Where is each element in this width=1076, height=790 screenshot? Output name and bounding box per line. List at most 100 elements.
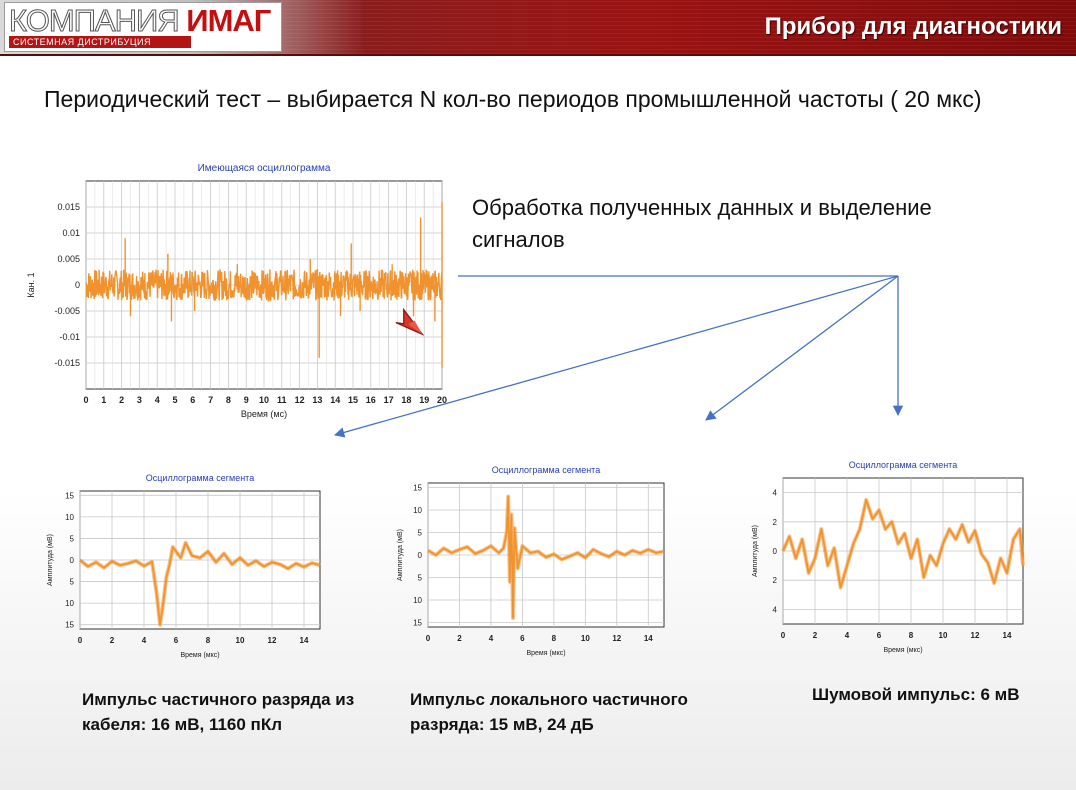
x-tick-label: 14 [644, 634, 653, 643]
x-tick-label: 14 [300, 636, 309, 645]
x-tick-label: 8 [206, 636, 211, 645]
x-tick-label: 11 [277, 395, 287, 405]
x-tick-label: 10 [939, 631, 948, 640]
segment-chart-3: Осциллограмма сегмента 0 2 4 6 8 10 12 14 4 2 0 2 4 Вр… [752, 460, 1025, 654]
x-tick-label: 19 [419, 395, 429, 405]
x-tick-label: 8 [552, 634, 557, 643]
x-tick-label: 12 [268, 636, 277, 645]
x-tick-label: 10 [581, 634, 590, 643]
caption-3: Шумовой импульс: 6 мВ [812, 685, 1020, 704]
y-tick-label: 5 [70, 534, 75, 543]
x-tick-label: 4 [845, 631, 850, 640]
x-tick-label: 16 [366, 395, 376, 405]
x-tick-label: 13 [312, 395, 322, 405]
caption-1: Импульс частичного разряда из кабеля: 16… [82, 690, 355, 734]
x-tick-label: 12 [971, 631, 980, 640]
y-tick-label: 2 [773, 576, 778, 585]
y-tick-label: 5 [70, 578, 75, 587]
y-tick-label: 0.005 [57, 254, 80, 264]
x-tick-label: 12 [295, 395, 305, 405]
x-tick-label: 10 [236, 636, 245, 645]
x-tick-label: 4 [155, 395, 160, 405]
y-tick-label: 15 [413, 619, 422, 628]
y-tick-label: 15 [413, 484, 422, 493]
y-axis-label: Амплитуда (мВ) [752, 525, 759, 577]
x-tick-label: 0 [426, 634, 431, 643]
y-axis-label: Амплитуда (мВ) [397, 529, 404, 581]
y-tick-label: 15 [65, 621, 74, 630]
chart-title: Осциллограмма сегмента [146, 473, 254, 483]
x-axis-label: Время (мкс) [180, 652, 219, 659]
x-tick-label: 1 [101, 395, 106, 405]
x-tick-label: 3 [137, 395, 142, 405]
y-tick-label: 5 [418, 529, 423, 538]
company-logo: КОМПАНИЯ ИМАГ СИСТЕМНАЯ ДИСТРИБУЦИЯ [4, 2, 282, 52]
x-tick-label: 18 [401, 395, 411, 405]
x-axis-label: Время (мкс) [883, 647, 922, 654]
x-tick-label: 5 [172, 395, 177, 405]
x-tick-label: 17 [384, 395, 394, 405]
x-tick-label: 6 [190, 395, 195, 405]
chart-title: Осциллограмма сегмента [492, 465, 600, 475]
x-tick-label: 4 [142, 636, 147, 645]
y-tick-label: 10 [65, 513, 74, 522]
x-axis-label: Время (мкс) [526, 650, 565, 657]
y-axis-label: Кан. 1 [26, 272, 36, 297]
x-tick-label: 0 [83, 395, 88, 405]
signal-trace [427, 495, 665, 619]
x-tick-label: 0 [78, 636, 83, 645]
x-tick-label: 10 [259, 395, 269, 405]
x-tick-label: 2 [119, 395, 124, 405]
caption-2: Импульс локального частичного разряда: 1… [410, 690, 688, 734]
y-tick-label: 10 [65, 599, 74, 608]
x-axis-label: Время (мс) [241, 409, 287, 419]
x-tick-label: 7 [208, 395, 213, 405]
y-tick-label: -0.015 [54, 358, 80, 368]
y-axis-label: Амплитуда (мВ) [47, 534, 54, 586]
x-tick-label: 9 [244, 395, 249, 405]
processing-text: Обработка полученных данных и выделение … [472, 195, 932, 252]
x-tick-label: 2 [110, 636, 115, 645]
y-tick-label: 0 [773, 547, 778, 556]
signal-trace [85, 268, 443, 303]
x-tick-label: 12 [612, 634, 621, 643]
y-tick-label: 0.01 [62, 228, 80, 238]
logo-word-1: КОМПАНИЯ [9, 3, 181, 39]
y-tick-label: 15 [65, 491, 74, 500]
x-tick-label: 15 [348, 395, 358, 405]
y-tick-label: 0 [75, 280, 80, 290]
logo-wordmark: КОМПАНИЯ ИМАГ [9, 3, 272, 39]
x-tick-label: 6 [877, 631, 882, 640]
y-tick-label: 4 [773, 489, 778, 498]
x-tick-label: 0 [781, 631, 786, 640]
x-tick-label: 6 [520, 634, 525, 643]
chart-title: Осциллограмма сегмента [849, 460, 957, 470]
segment-chart-2: Осциллограмма сегмента 0 2 4 6 8 10 12 14 15 10 5 0 5… [397, 465, 665, 657]
arrow-to-chart-1 [333, 275, 899, 438]
signal-trace [79, 541, 321, 626]
x-tick-label: 20 [437, 395, 447, 405]
x-tick-label: 14 [1003, 631, 1012, 640]
chart-title: Имеющаяся осциллограмма [198, 163, 331, 174]
y-tick-label: -0.005 [54, 306, 80, 316]
x-tick-label: 2 [813, 631, 818, 640]
y-tick-label: 0.015 [57, 202, 80, 212]
signal-trace [782, 499, 1024, 589]
y-tick-label: 10 [413, 596, 422, 605]
x-tick-label: 14 [330, 395, 340, 405]
cursor-pointer-icon-highlight [408, 320, 423, 335]
y-tick-label: 0 [418, 551, 423, 560]
slide-header: КОМПАНИЯ ИМАГ СИСТЕМНАЯ ДИСТРИБУЦИЯ Приб… [0, 0, 1076, 56]
x-tick-label: 8 [226, 395, 231, 405]
y-tick-label: 5 [418, 574, 423, 583]
x-tick-label: 6 [174, 636, 179, 645]
main-text: Периодический тест – выбирается N кол-во… [44, 86, 982, 112]
header-title: Прибор для диагностики [764, 13, 1062, 40]
segment-chart-1: Осциллограмма сегмента 0 2 4 6 8 10 12 14 15 10 5 0 5… [47, 473, 321, 659]
logo-subtitle: СИСТЕМНАЯ ДИСТРИБУЦИЯ [9, 36, 191, 48]
y-tick-label: -0.01 [59, 332, 80, 342]
x-tick-label: 2 [457, 634, 462, 643]
logo-word-2: ИМАГ [186, 3, 271, 38]
